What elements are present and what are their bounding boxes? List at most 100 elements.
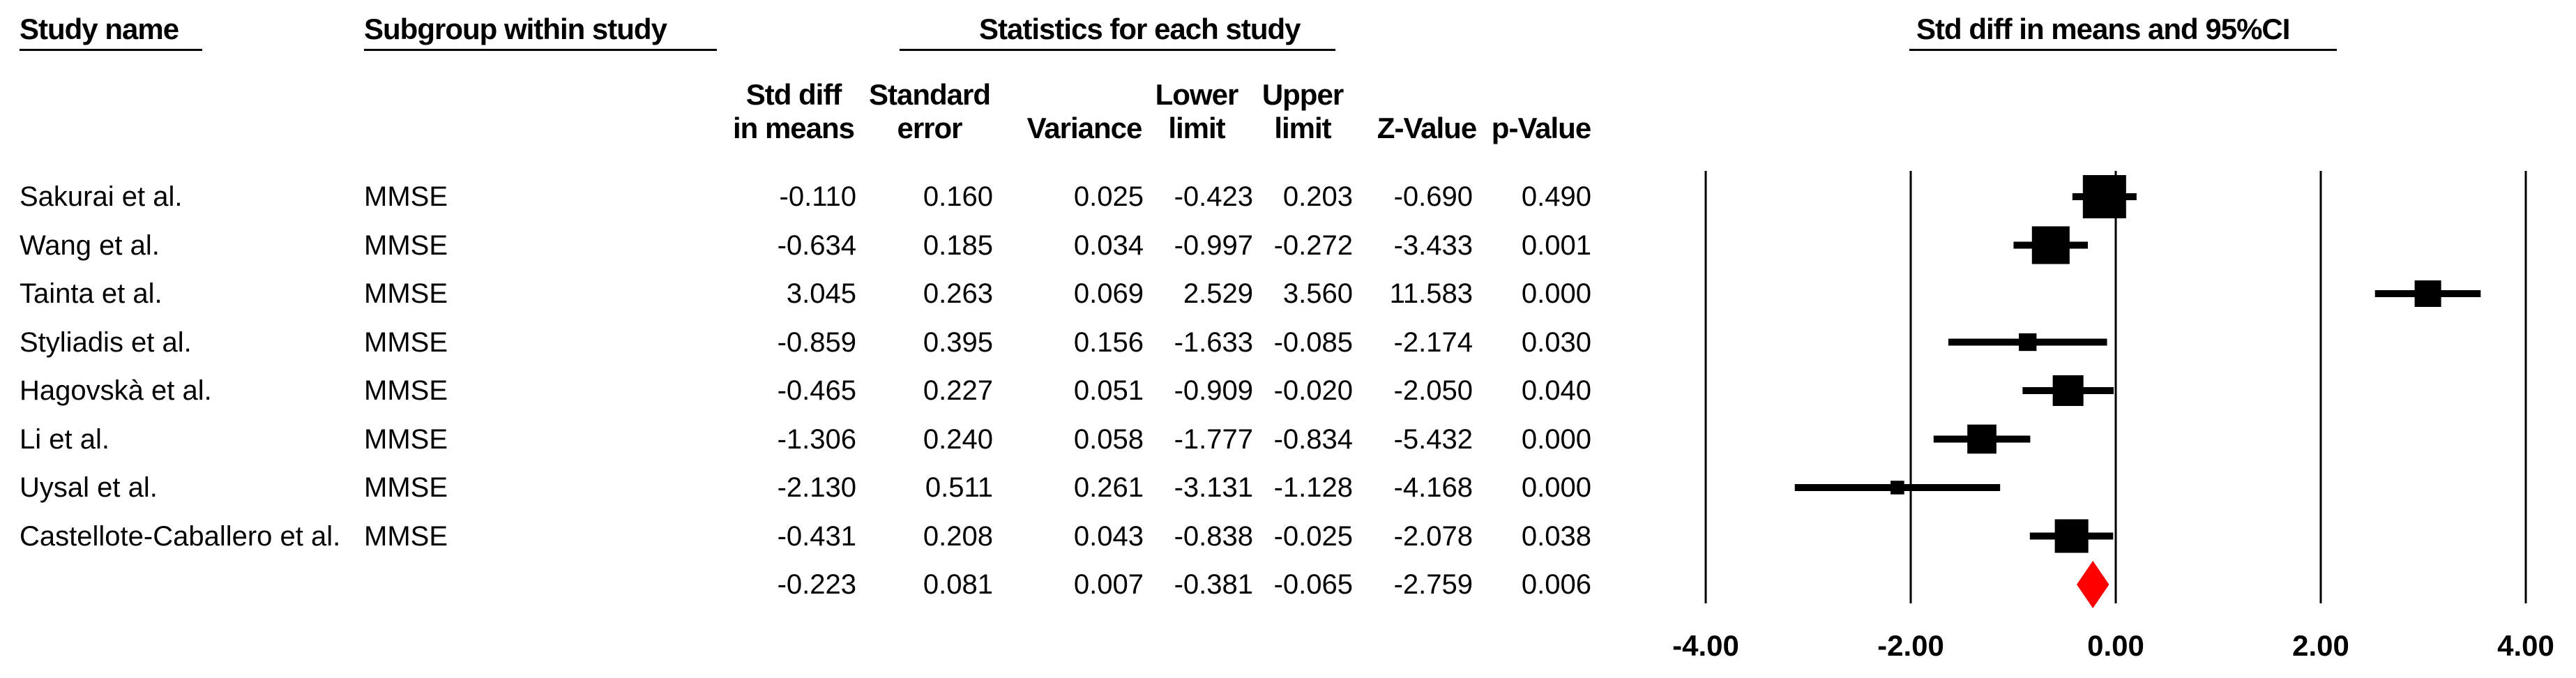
stat-cell-z: -5.432	[1393, 423, 1473, 455]
stat-cell-upper: -0.025	[1273, 520, 1353, 552]
column-header: Z-Value	[1343, 78, 1510, 145]
study-name-cell: Wang et al.	[20, 229, 160, 261]
effect-marker	[2054, 519, 2089, 553]
stat-cell-variance: 0.261	[1073, 472, 1144, 503]
column-header: Lower limit	[1113, 78, 1280, 145]
stat-cell-lower: 2.529	[1183, 278, 1253, 309]
summary-diamond	[2076, 561, 2109, 608]
effect-marker	[2031, 226, 2070, 264]
study-name-cell: Styliadis et al.	[20, 326, 192, 358]
effect-marker	[2414, 280, 2441, 308]
stat-cell-p: 0.001	[1521, 229, 1591, 261]
column-header-line2: Z-Value	[1377, 112, 1477, 144]
stat-cell-p: 0.040	[1521, 375, 1591, 406]
summary-cell-z: -2.759	[1393, 569, 1473, 600]
summary-cell-se: 0.081	[923, 569, 993, 600]
column-header-line1: Standard	[868, 78, 991, 111]
stat-cell-smd: 3.045	[786, 278, 856, 309]
subgroup-cell: MMSE	[364, 472, 448, 503]
header-ci: Std diff in means and 95%CI	[1916, 13, 2290, 45]
column-header-line1: Upper	[1262, 78, 1344, 111]
stat-cell-p: 0.038	[1521, 520, 1591, 552]
stat-cell-se: 0.263	[923, 278, 993, 309]
effect-marker	[1891, 481, 1904, 495]
stat-cell-variance: 0.034	[1073, 229, 1144, 261]
stat-cell-se: 0.185	[923, 229, 993, 261]
column-header: p-Value	[1457, 78, 1625, 145]
stat-cell-z: -4.168	[1393, 472, 1473, 503]
header-ci-underline	[1909, 49, 2337, 51]
study-name-cell: Uysal et al.	[20, 472, 158, 503]
stat-cell-variance: 0.156	[1073, 326, 1144, 358]
stat-cell-lower: -0.997	[1174, 229, 1253, 261]
x-tick-label: 0.00	[2087, 629, 2144, 662]
header-subgroup: Subgroup within study	[364, 13, 667, 45]
stat-cell-z: -3.433	[1393, 229, 1473, 261]
subgroup-cell: MMSE	[364, 520, 448, 552]
stat-cell-z: 11.583	[1389, 278, 1473, 309]
stat-cell-se: 0.227	[923, 375, 993, 406]
stat-cell-variance: 0.025	[1073, 181, 1144, 212]
stat-cell-smd: -0.110	[779, 181, 856, 212]
stat-cell-p: 0.000	[1521, 278, 1591, 309]
effect-marker	[1967, 424, 1997, 454]
column-header-line2: in means	[732, 112, 855, 144]
stat-cell-smd: -2.130	[777, 472, 856, 503]
stat-cell-lower: -0.423	[1174, 181, 1253, 212]
summary-cell-p: 0.006	[1521, 569, 1591, 600]
x-tick-label: 4.00	[2497, 629, 2554, 662]
stat-cell-p: 0.030	[1521, 326, 1591, 358]
effect-marker	[2052, 375, 2084, 407]
stat-cell-upper: -0.085	[1273, 326, 1353, 358]
stat-cell-se: 0.208	[923, 520, 993, 552]
header-study-name-underline	[20, 49, 202, 51]
stat-cell-se: 0.160	[923, 181, 993, 212]
stat-cell-p: 0.000	[1521, 472, 1591, 503]
subgroup-cell: MMSE	[364, 229, 448, 261]
stat-cell-z: -2.174	[1393, 326, 1473, 358]
column-header: Upper limit	[1219, 78, 1386, 145]
stat-cell-upper: 3.560	[1282, 278, 1353, 309]
summary-cell-upper: -0.065	[1273, 569, 1353, 600]
stat-cell-upper: -0.020	[1273, 375, 1353, 406]
header-subgroup-underline	[364, 49, 717, 51]
column-header-line2: limit	[1274, 112, 1331, 144]
stat-cell-lower: -3.131	[1174, 472, 1253, 503]
column-header-line1: Lower	[1155, 78, 1239, 111]
study-name-cell: Li et al.	[20, 423, 109, 455]
study-name-cell: Hagovskà et al.	[20, 375, 212, 406]
stat-cell-p: 0.490	[1521, 181, 1591, 212]
stat-cell-smd: -0.859	[777, 326, 856, 358]
stat-cell-lower: -0.838	[1174, 520, 1253, 552]
stat-cell-se: 0.395	[923, 326, 993, 358]
effect-marker	[2082, 175, 2126, 218]
stat-cell-smd: -0.431	[777, 520, 856, 552]
header-study-name: Study name	[20, 13, 179, 45]
stat-cell-upper: -0.272	[1273, 229, 1353, 261]
column-header-line2: limit	[1168, 112, 1225, 144]
column-header-line2: error	[897, 112, 962, 144]
study-name-cell: Sakurai et al.	[20, 181, 183, 212]
stat-cell-upper: -1.128	[1273, 472, 1353, 503]
stat-cell-z: -0.690	[1393, 181, 1473, 212]
column-header: Std diff in means	[710, 78, 877, 145]
stat-cell-lower: -1.777	[1174, 423, 1253, 455]
stat-cell-variance: 0.058	[1073, 423, 1144, 455]
subgroup-cell: MMSE	[364, 278, 448, 309]
stat-cell-upper: 0.203	[1282, 181, 1353, 212]
effect-marker	[2019, 333, 2037, 352]
column-header-line1: Std diff	[745, 78, 842, 111]
study-name-cell: Tainta et al.	[20, 278, 162, 309]
subgroup-cell: MMSE	[364, 181, 448, 212]
stat-cell-variance: 0.051	[1073, 375, 1144, 406]
stat-cell-variance: 0.043	[1073, 520, 1144, 552]
stat-cell-smd: -0.634	[777, 229, 856, 261]
header-statistics: Statistics for each study	[979, 13, 1301, 45]
summary-cell-smd: -0.223	[777, 569, 856, 600]
header-statistics-underline	[900, 49, 1335, 51]
stat-cell-lower: -1.633	[1174, 326, 1253, 358]
summary-cell-lower: -0.381	[1174, 569, 1253, 600]
stat-cell-upper: -0.834	[1273, 423, 1353, 455]
column-header-line2: p-Value	[1491, 112, 1591, 144]
study-name-cell: Castellote-Caballero et al.	[20, 520, 341, 552]
